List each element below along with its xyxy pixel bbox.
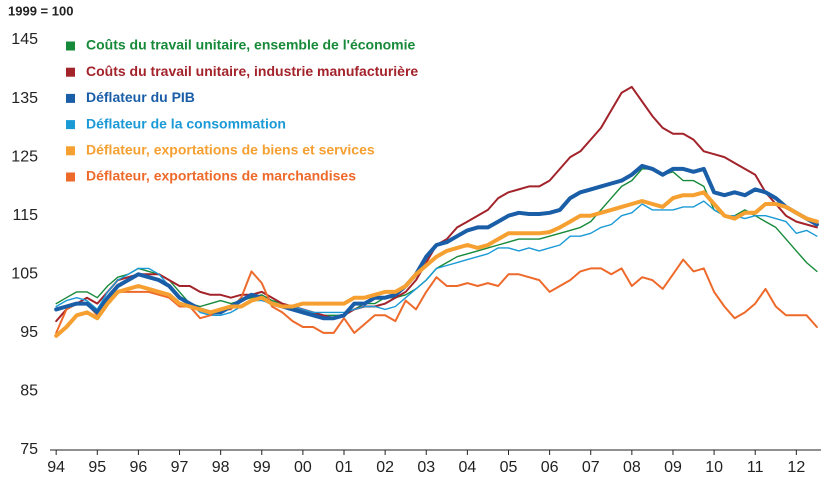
x-tick-label: 94	[47, 459, 65, 476]
y-tick-label: 115	[12, 207, 38, 224]
legend-text: Coûts du travail unitaire, industrie man…	[86, 63, 418, 79]
x-tick-label: 03	[417, 459, 435, 476]
x-tick-label: 09	[664, 459, 682, 476]
x-tick-label: 99	[253, 459, 271, 476]
legend-marker	[66, 67, 75, 77]
legend-text: Déflateur de la consommation	[86, 115, 286, 131]
y-tick-label: 75	[20, 441, 38, 458]
x-tick-label: 01	[335, 459, 353, 476]
data-line	[54, 163, 819, 321]
legend-marker	[66, 93, 75, 103]
legend-marker	[66, 172, 75, 182]
x-tick-label: 11	[747, 459, 764, 476]
x-tick-label: 95	[88, 459, 106, 476]
x-tick-label: 12	[787, 459, 805, 476]
x-tick-label: 04	[458, 459, 476, 476]
x-tick-label: 05	[500, 459, 518, 476]
chart-title: 1999 = 100	[8, 3, 73, 18]
y-tick-label: 95	[20, 324, 38, 341]
legend-marker	[66, 41, 75, 51]
legend-marker	[66, 120, 75, 130]
x-tick-label: 10	[705, 459, 723, 476]
x-tick-label: 06	[541, 459, 559, 476]
legend-marker	[66, 146, 75, 156]
x-tick-label: 97	[171, 459, 189, 476]
legend-text: Déflateur du PIB	[86, 89, 195, 105]
x-tick-label: 07	[582, 459, 600, 476]
legend-text: Déflateur, exportations de biens et serv…	[86, 142, 375, 158]
x-tick-label: 96	[130, 459, 148, 476]
x-tick-label: 00	[294, 459, 312, 476]
y-tick-label: 125	[11, 148, 38, 165]
x-tick-label: 08	[623, 459, 641, 476]
x-tick-label: 98	[212, 459, 230, 476]
x-tick-label: 02	[376, 459, 394, 476]
y-tick-label: 85	[20, 383, 38, 400]
y-tick-label: 145	[11, 31, 38, 48]
y-tick-label: 135	[11, 90, 38, 107]
data-line	[54, 190, 819, 338]
legend-text: Coûts du travail unitaire, ensemble de l…	[86, 37, 416, 53]
y-tick-label: 105	[11, 266, 38, 283]
legend-text: Déflateur, exportations de marchandises	[86, 168, 356, 184]
